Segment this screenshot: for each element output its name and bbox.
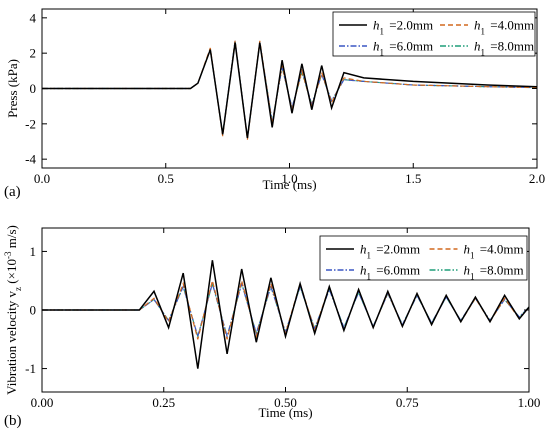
panel-label: (a) <box>4 184 21 200</box>
legend-label: h1 =8.0mm <box>464 263 524 282</box>
legend: h1 =2.0mm h1 =4.0mm h1 =6.0mm h1 =8.0mm <box>319 235 528 282</box>
y-tick-label: 2 <box>30 46 37 61</box>
x-tick-label: 0.25 <box>152 395 175 410</box>
x-tick-label: 0.0 <box>34 171 50 186</box>
x-tick-label: 0.50 <box>274 395 297 410</box>
y-axis-title: Vibration velocity vz (×10-3 m/s) <box>3 225 23 395</box>
legend-label: h1 =6.0mm <box>373 39 433 58</box>
x-tick-label: 1.0 <box>281 171 297 186</box>
y-axis-title: Press (kPa) <box>5 59 20 118</box>
legend-label: h1 =6.0mm <box>360 263 420 282</box>
y-tick-label: -1 <box>25 361 36 376</box>
series-group <box>42 260 529 369</box>
legend-label: h1 =4.0mm <box>464 242 524 261</box>
x-tick-label: 2.0 <box>529 171 545 186</box>
x-tick-label: 1.5 <box>405 171 421 186</box>
x-axis-title: Time (ms) <box>258 405 312 420</box>
y-tick-label: -4 <box>25 152 36 167</box>
y-tick-label: 1 <box>30 244 37 259</box>
legend-label: h1 =2.0mm <box>373 18 433 37</box>
x-tick-label: 1.00 <box>518 395 541 410</box>
series-group <box>42 40 537 140</box>
legend-label: h1 =2.0mm <box>360 242 420 261</box>
chart-panel: 0.0 0.5 1.0 1.5 2.0 -4 -2 0 2 4 Time (ms) Press (kP… <box>4 8 545 200</box>
y-tick-label: 0 <box>30 303 37 318</box>
x-axis-title: Time (ms) <box>262 177 316 192</box>
series-line <box>42 260 529 369</box>
chart-panel: 0.00 0.25 0.50 0.75 1.00 -1 0 1 Time (ms) Vibrati… <box>3 225 540 429</box>
x-tick-label: 0.5 <box>158 171 174 186</box>
legend: h1 =2.0mm h1 =4.0mm h1 =6.0mm h1 =8.0mm <box>332 11 536 58</box>
panel-label: (b) <box>4 413 22 429</box>
legend-box <box>319 235 528 281</box>
x-tick-label: 0.00 <box>31 395 54 410</box>
y-tick-label: 0 <box>30 81 37 96</box>
y-tick-label: 4 <box>30 10 37 25</box>
legend-label: h1 =4.0mm <box>474 18 534 37</box>
series-line <box>42 42 537 139</box>
x-tick-label: 0.75 <box>396 395 419 410</box>
legend-box <box>332 11 536 57</box>
legend-label: h1 =8.0mm <box>474 39 534 58</box>
y-tick-label: -2 <box>25 116 36 131</box>
